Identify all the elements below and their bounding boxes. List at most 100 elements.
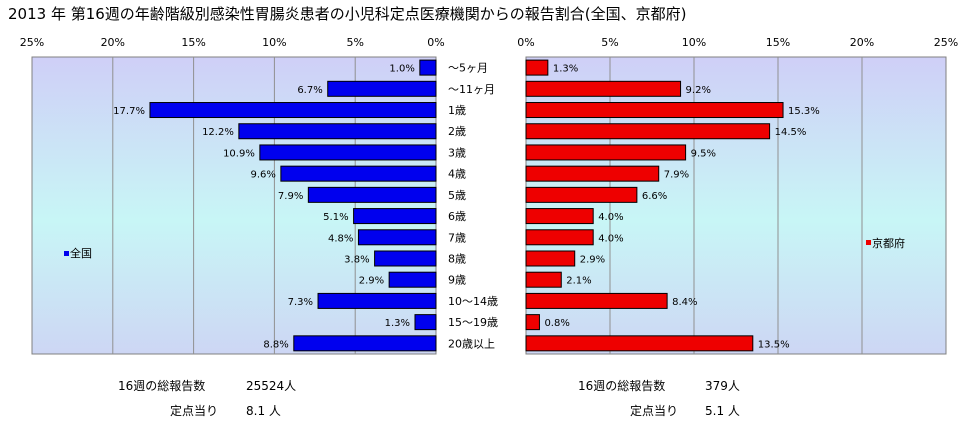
bar-right [525,123,771,140]
legend-swatch-right [866,240,871,245]
bar-right [525,271,562,288]
right-per-label: 定点当り [630,404,679,418]
category-label: 10～14歳 [448,295,498,308]
bar-right [525,314,540,331]
left-legend: 全国 [64,246,92,260]
right-per-value: 5.1 人 [705,404,740,418]
left-total-label: 16週の総報告数 [118,379,206,393]
data-label-left: 7.9% [278,191,303,202]
data-label-right: 13.5% [758,339,790,350]
right-total-value: 379人 [705,379,740,393]
category-label: 7歳 [448,231,466,244]
data-label-left: 17.7% [113,106,145,117]
left-per-label: 定点当り [170,404,219,418]
data-label-right: 15.3% [788,106,820,117]
bar-right [525,186,638,203]
bar-left [149,102,437,119]
data-label-left: 2.9% [359,276,384,287]
x-tick-right: 0% [517,36,534,49]
category-label: 6歳 [448,210,466,223]
data-label-left: 7.3% [288,297,313,308]
right-plot-area [525,56,947,355]
legend-label-right: 京都府 [872,236,905,250]
category-label: 8歳 [448,252,466,265]
data-label-left: 1.3% [385,318,410,329]
bar-right [525,292,668,309]
right-total-label: 16週の総報告数 [578,379,666,393]
left-total-value: 25524人 [246,379,297,393]
right-series-bars [525,59,784,352]
data-label-right: 2.9% [580,254,605,265]
bar-right [525,102,784,119]
bar-left [353,208,437,225]
x-tick-left: 10% [262,36,286,49]
x-tick-left: 15% [181,36,205,49]
left-per-value: 8.1 人 [246,404,281,418]
category-label: 15～19歳 [448,316,498,329]
bar-left [374,250,437,267]
data-label-left: 8.8% [263,339,288,350]
bar-left [357,229,437,246]
category-label: ～11ヶ月 [448,83,495,96]
bar-left [307,186,437,203]
category-label: ～5ヶ月 [448,62,488,75]
bar-left [238,123,437,140]
right-data-labels: 1.3% 9.2% 15.3% 14.5% 9.5%7.9% 6.6% 4.0% 4.0% 2.… [544,64,819,351]
data-label-left: 4.8% [328,233,353,244]
category-label: 5歳 [448,189,466,202]
x-tick-right: 15% [766,36,790,49]
data-label-right: 9.2% [686,85,711,96]
data-label-right: 2.1% [566,276,591,287]
bar-right [525,335,754,352]
bar-left [259,144,437,161]
bar-left [388,271,437,288]
x-tick-right: 10% [682,36,706,49]
bar-left [327,80,437,97]
bar-right [525,144,687,161]
x-tick-right: 20% [850,36,874,49]
bar-left [419,59,437,76]
bar-right [525,165,660,182]
x-tick-right: 5% [601,36,618,49]
bar-right [525,250,576,267]
data-label-left: 9.6% [250,170,275,181]
bar-right [525,80,682,97]
x-tick-left: 20% [101,36,125,49]
bar-left [280,165,437,182]
x-tick-right: 25% [934,36,958,49]
left-series-bars [149,59,437,352]
bar-left [414,314,437,331]
bar-right [525,229,594,246]
category-label: 20歳以上 [448,337,495,350]
left-data-labels: 1.0% 6.7% 17.7% 12.2% 10.9% 9.6%7.9% 5.1% 4.8% 3… [113,64,415,351]
data-label-right: 8.4% [672,297,697,308]
bar-left [293,335,437,352]
legend-label-left: 全国 [70,246,92,260]
data-label-left: 6.7% [297,85,322,96]
data-label-right: 1.3% [553,64,578,75]
right-legend: 京都府 [866,236,905,250]
x-tick-left: 25% [20,36,44,49]
data-label-left: 10.9% [223,148,255,159]
bar-right [525,59,549,76]
data-label-left: 12.2% [202,127,234,138]
bar-left [317,292,437,309]
category-label: 9歳 [448,274,466,287]
category-label: 3歳 [448,146,466,159]
data-label-right: 7.9% [664,170,689,181]
data-label-right: 4.0% [598,212,623,223]
data-label-right: 14.5% [775,127,807,138]
data-label-left: 3.8% [344,254,369,265]
x-tick-labels: 25% 20% 15% 10% 5% 0% 0% 5% 10% 15% 20% 25% [20,36,958,49]
left-plot-area [31,56,437,355]
data-label-right: 4.0% [598,233,623,244]
category-label: 2歳 [448,125,466,138]
legend-swatch-left [64,251,69,256]
category-labels: ～5ヶ月 ～11ヶ月 1歳 2歳 3歳 4歳 5歳 6歳 7歳 8歳 9歳 10～14歳 15～19歳 2… [448,62,498,351]
data-label-right: 9.5% [691,148,716,159]
data-label-left: 1.0% [389,64,414,75]
bar-right [525,208,594,225]
data-label-right: 6.6% [642,191,667,202]
category-label: 4歳 [448,168,466,181]
